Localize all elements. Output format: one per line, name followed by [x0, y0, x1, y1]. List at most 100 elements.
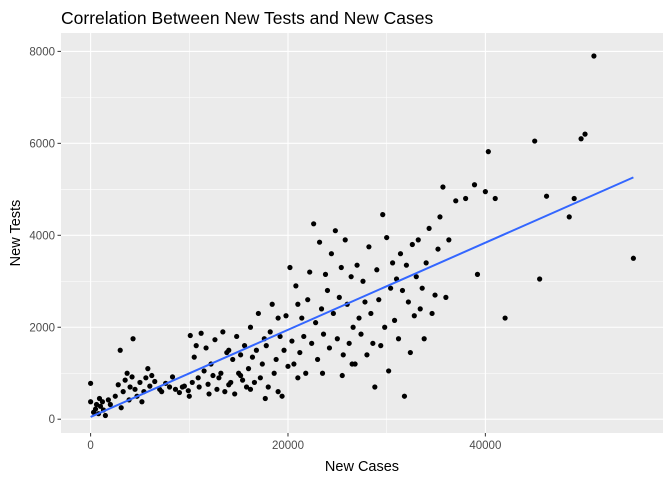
- data-point: [201, 368, 207, 374]
- data-point: [218, 370, 224, 376]
- data-point: [453, 198, 459, 204]
- data-point: [220, 329, 226, 335]
- data-point: [413, 274, 419, 280]
- data-point: [384, 234, 390, 241]
- data-point: [275, 389, 281, 395]
- data-point: [195, 375, 201, 381]
- data-point: [241, 343, 248, 349]
- data-point: [238, 352, 244, 358]
- data-point: [159, 389, 165, 395]
- data-point: [297, 349, 303, 356]
- data-point: [112, 393, 118, 399]
- data-point: [239, 377, 246, 383]
- data-point: [193, 343, 199, 349]
- data-point: [405, 299, 411, 305]
- data-point: [191, 354, 197, 360]
- data-point: [222, 389, 228, 395]
- data-point: [376, 297, 382, 303]
- data-point: [245, 366, 252, 372]
- data-point: [172, 386, 179, 392]
- data-point: [532, 138, 538, 144]
- data-point: [139, 399, 145, 405]
- data-point: [324, 287, 331, 294]
- data-point: [118, 405, 124, 411]
- data-point: [166, 384, 173, 390]
- data-point: [364, 352, 370, 358]
- data-point: [630, 255, 636, 261]
- y-axis-title: New Tests: [8, 200, 24, 267]
- x-tick-label: 20000: [272, 440, 304, 452]
- data-point: [281, 347, 287, 353]
- trend-line-group: [90, 176, 634, 418]
- data-point: [578, 136, 584, 142]
- data-point: [492, 195, 498, 202]
- data-point: [189, 379, 195, 386]
- data-point: [169, 374, 176, 380]
- data-point: [354, 262, 360, 268]
- data-point: [411, 313, 417, 319]
- data-point: [366, 244, 372, 250]
- data-point: [247, 386, 254, 392]
- y-tick-label: 6000: [29, 138, 55, 150]
- data-point: [326, 345, 333, 351]
- data-point: [407, 349, 413, 356]
- chart-title: Correlation Between New Tests and New Ca…: [61, 8, 433, 28]
- data-point: [446, 237, 452, 243]
- data-point: [360, 278, 366, 284]
- data-point: [391, 317, 398, 323]
- data-point: [423, 260, 429, 266]
- data-point: [358, 331, 364, 337]
- data-point: [388, 285, 394, 291]
- data-point: [187, 332, 193, 339]
- data-point: [273, 356, 279, 363]
- data-point: [216, 375, 222, 381]
- data-point: [283, 313, 289, 319]
- data-point: [309, 340, 315, 346]
- data-point: [88, 399, 94, 405]
- data-point: [267, 329, 273, 335]
- data-point: [226, 347, 232, 353]
- data-point: [380, 212, 386, 218]
- data-point: [395, 336, 402, 342]
- data-point: [107, 401, 113, 408]
- data-point: [399, 287, 406, 294]
- data-point: [265, 384, 271, 390]
- y-axis-ticks: 0 2000 4000 6000 8000: [29, 46, 61, 426]
- data-point: [247, 324, 254, 330]
- data-point: [370, 340, 376, 346]
- y-tick-label: 2000: [29, 322, 55, 334]
- data-point: [349, 361, 355, 367]
- data-point: [318, 306, 325, 312]
- data-point: [397, 251, 404, 257]
- data-point: [443, 294, 449, 300]
- x-tick-label: 40000: [469, 440, 501, 452]
- data-point: [374, 267, 380, 273]
- data-point: [328, 251, 335, 257]
- data-point: [342, 237, 348, 243]
- data-point: [206, 391, 212, 397]
- data-point: [415, 237, 421, 243]
- grid-lines: [61, 33, 663, 433]
- data-point: [346, 340, 352, 346]
- data-point: [319, 370, 326, 376]
- data-point: [93, 401, 100, 408]
- data-point: [291, 361, 297, 367]
- data-point: [198, 330, 204, 336]
- data-point: [389, 260, 396, 266]
- data-point: [92, 406, 99, 412]
- data-point: [102, 412, 109, 419]
- data-points: [88, 53, 636, 419]
- data-point: [122, 377, 128, 383]
- data-point: [137, 379, 143, 386]
- data-point: [417, 306, 423, 312]
- data-point: [339, 372, 345, 379]
- y-tick-label: 4000: [29, 230, 55, 242]
- data-point: [149, 372, 155, 379]
- data-point: [97, 403, 104, 409]
- data-point: [277, 333, 283, 340]
- data-point: [251, 379, 258, 386]
- data-point: [289, 338, 295, 344]
- data-point: [348, 274, 354, 280]
- data-point: [437, 214, 443, 220]
- data-point: [301, 333, 307, 340]
